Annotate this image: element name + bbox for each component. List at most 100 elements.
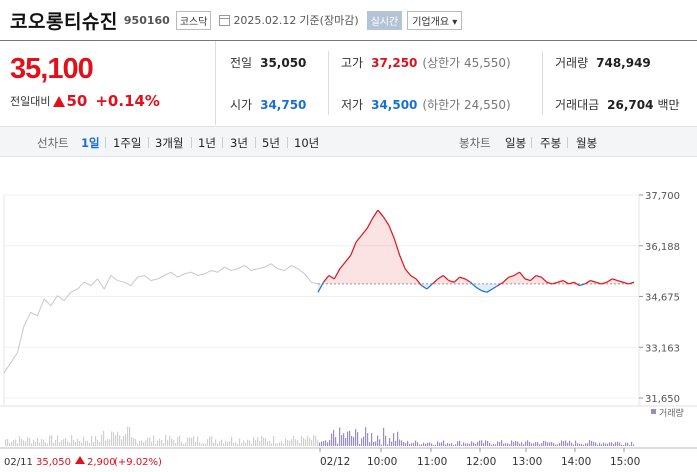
volume-bar — [349, 430, 351, 446]
tab-10y[interactable]: 10년 — [294, 136, 320, 150]
volume-bar — [383, 427, 385, 446]
change-row: 전일대비 50 +0.14% — [10, 92, 160, 110]
footer-up-icon — [75, 456, 85, 464]
gridlines — [4, 194, 639, 399]
volume-bar — [363, 436, 365, 446]
volume-bar — [99, 441, 101, 446]
volume-bar — [109, 439, 111, 446]
today-segment — [584, 280, 591, 285]
footer-date: 02/11 — [4, 457, 33, 468]
volume-bar — [389, 437, 391, 446]
volume-bar — [165, 435, 167, 446]
price-summary: 35,100 전일대비 50 +0.14% — [0, 41, 216, 125]
volume-bar — [45, 442, 47, 446]
volume-bar — [19, 436, 21, 446]
volume-bar — [407, 440, 409, 446]
volume-bar — [15, 439, 17, 446]
volume-bar — [137, 443, 139, 446]
volume-bar — [429, 442, 431, 446]
volume-bar — [337, 443, 339, 446]
tab-monthly[interactable]: 월봉 — [576, 136, 598, 150]
volume-bar — [133, 438, 135, 446]
today-segment — [492, 285, 499, 290]
volume-bar — [183, 443, 185, 446]
tab-5y[interactable]: 5년 — [262, 136, 280, 150]
volume-bar — [39, 442, 41, 446]
footer-change-pct: (+9.02%) — [114, 457, 162, 468]
today-area-segment — [437, 275, 444, 284]
tab-1d[interactable]: 1일 — [81, 136, 100, 150]
volume-bar — [577, 443, 579, 446]
volume-bar — [261, 435, 263, 446]
tab-daily[interactable]: 일봉 — [505, 136, 527, 150]
today-segment — [426, 283, 433, 290]
volume-bar — [325, 440, 327, 446]
candle-chart-label: 봉차트 — [459, 136, 491, 150]
volume-bar — [301, 435, 303, 446]
volume-bar — [531, 443, 533, 446]
today-segment — [475, 286, 482, 292]
volume-bar — [579, 443, 581, 446]
volume-bar — [539, 444, 541, 446]
volume-bar — [33, 439, 35, 446]
tab-3y[interactable]: 3년 — [230, 136, 248, 150]
live-button[interactable]: 실시간 — [366, 10, 403, 30]
today-segment — [552, 281, 558, 285]
today-segment — [519, 271, 526, 280]
company-info-button[interactable]: 기업개요 ▾ — [407, 10, 463, 30]
volume-bar — [155, 443, 157, 446]
volume-bar — [547, 442, 549, 446]
today-area-segment — [410, 275, 417, 284]
today-segment — [388, 224, 395, 239]
volume-bar — [291, 439, 293, 446]
today-segment — [513, 271, 520, 277]
volume-bar — [473, 442, 475, 446]
volume-bar — [29, 438, 31, 446]
volume-bar — [335, 437, 337, 446]
volume-bar — [175, 442, 177, 446]
today-segment — [350, 241, 357, 256]
tab-3m[interactable]: 3개월 — [155, 136, 184, 150]
volume-bar — [265, 438, 267, 446]
volume-bar — [609, 442, 611, 446]
today-segment — [535, 274, 542, 278]
volume-bar — [613, 443, 615, 446]
tab-1y[interactable]: 1년 — [198, 136, 216, 150]
volume-bar — [367, 433, 369, 446]
volume-bar — [439, 442, 441, 446]
volume-bar — [503, 443, 505, 446]
volume-bar — [333, 430, 335, 446]
price-chart[interactable]: 37,700 36,188 34,675 33,163 31,650 거래량 02/12… — [0, 188, 697, 472]
volume-bar — [227, 441, 229, 446]
volume-bar — [129, 427, 131, 446]
tab-1w[interactable]: 1주일 — [113, 136, 142, 150]
today-area-segment — [399, 255, 406, 284]
volume-bar — [235, 442, 237, 446]
volume-bar — [37, 437, 39, 446]
volume-bar — [105, 440, 107, 446]
volume-bar — [561, 440, 563, 446]
volume-bar — [545, 441, 547, 446]
volume-bar — [345, 437, 347, 446]
volume-bar — [449, 443, 451, 446]
volume-bar — [95, 436, 97, 446]
volume-bar — [501, 440, 503, 446]
today-area-segment — [519, 272, 526, 284]
volume-bar — [447, 442, 449, 446]
volume-bar — [581, 443, 583, 446]
volume-bar — [279, 442, 281, 446]
volume-bar — [181, 441, 183, 446]
today-segment — [377, 209, 384, 218]
tab-weekly[interactable]: 주봉 — [540, 136, 562, 150]
today-segment — [573, 281, 580, 287]
volume-bar — [513, 441, 515, 446]
volume-bar — [287, 440, 289, 446]
volume-bar — [59, 442, 61, 446]
volume-bar — [459, 440, 461, 446]
volume-bar — [567, 442, 569, 446]
today-segment — [470, 281, 477, 288]
today-segment — [371, 209, 379, 219]
volume-bar — [571, 442, 573, 446]
volume-bar — [395, 440, 397, 446]
volume-bar — [239, 438, 241, 446]
